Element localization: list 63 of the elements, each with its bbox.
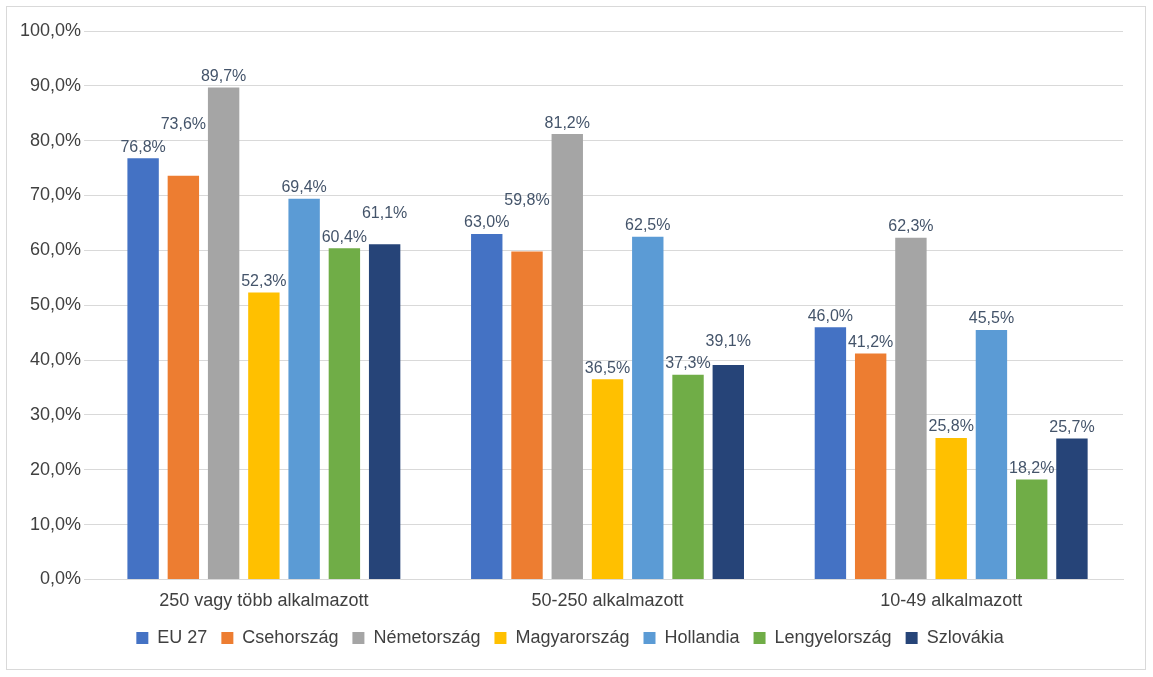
data-label: 73,6% (160, 115, 207, 133)
data-label: 41,2% (847, 332, 894, 350)
y-tick-label: 80,0% (30, 129, 82, 150)
bar (814, 327, 847, 579)
legend-label: EU 27 (157, 626, 208, 647)
bar (328, 248, 361, 579)
data-label: 61,1% (361, 203, 408, 221)
bar (368, 244, 401, 579)
y-tick-label: 70,0% (30, 184, 82, 205)
data-label: 39,1% (705, 332, 751, 350)
y-tick-label: 10,0% (30, 513, 82, 534)
y-tick-label: 20,0% (30, 458, 82, 479)
bar (288, 198, 320, 579)
bar (248, 292, 280, 579)
bar (895, 237, 927, 579)
data-label: 76,8% (120, 137, 166, 155)
y-tick-label: 90,0% (30, 74, 82, 95)
bar (672, 374, 704, 579)
data-label: 46,0% (807, 306, 854, 324)
bar (591, 379, 624, 579)
y-tick-label: 40,0% (30, 349, 82, 370)
legend-label: Csehország (242, 626, 339, 647)
data-label: 89,7% (200, 66, 247, 84)
data-label: 25,8% (928, 417, 974, 435)
bar (975, 329, 1008, 579)
data-label: 62,3% (888, 217, 934, 235)
y-tick-label: 30,0% (30, 403, 82, 424)
legend-label: Szlovákia (926, 626, 1005, 647)
bar (551, 134, 583, 579)
data-label: 18,2% (1009, 459, 1055, 476)
data-label: 36,5% (584, 358, 631, 376)
bar (127, 158, 159, 579)
bar (854, 353, 887, 579)
data-label: 69,4% (281, 178, 327, 196)
bar (632, 236, 664, 579)
bar (471, 233, 503, 579)
x-tick-label: 50-250 alkalmazott (531, 590, 684, 611)
bar (935, 437, 967, 579)
bar (1056, 438, 1088, 579)
legend-label: Lengyelország (774, 626, 892, 647)
y-tick-label: 50,0% (30, 294, 82, 315)
data-label: 52,3% (241, 271, 287, 289)
data-label: 25,7% (1049, 417, 1095, 435)
y-tick-label: 0,0% (40, 568, 82, 589)
data-label: 45,5% (968, 309, 1015, 327)
data-label: 37,3% (665, 354, 711, 372)
data-label: 60,4% (321, 227, 368, 245)
bar (1015, 479, 1048, 579)
bar (712, 364, 744, 579)
y-tick-label: 100,0% (19, 19, 82, 40)
y-tick-label: 60,0% (30, 239, 82, 260)
x-tick-label: 250 vagy több alkalmazott (159, 590, 369, 611)
data-label: 59,8% (504, 190, 550, 208)
data-label: 81,2% (544, 113, 590, 131)
bar (207, 87, 240, 579)
legend-label: Németország (373, 626, 481, 647)
data-label: 63,0% (464, 213, 510, 231)
legend-label: Hollandia (664, 626, 741, 647)
bar (511, 251, 543, 579)
data-label: 62,5% (625, 216, 671, 234)
x-tick-label: 10-49 alkalmazott (880, 590, 1023, 611)
bar (167, 175, 200, 579)
legend-label: Magyarország (515, 626, 630, 647)
